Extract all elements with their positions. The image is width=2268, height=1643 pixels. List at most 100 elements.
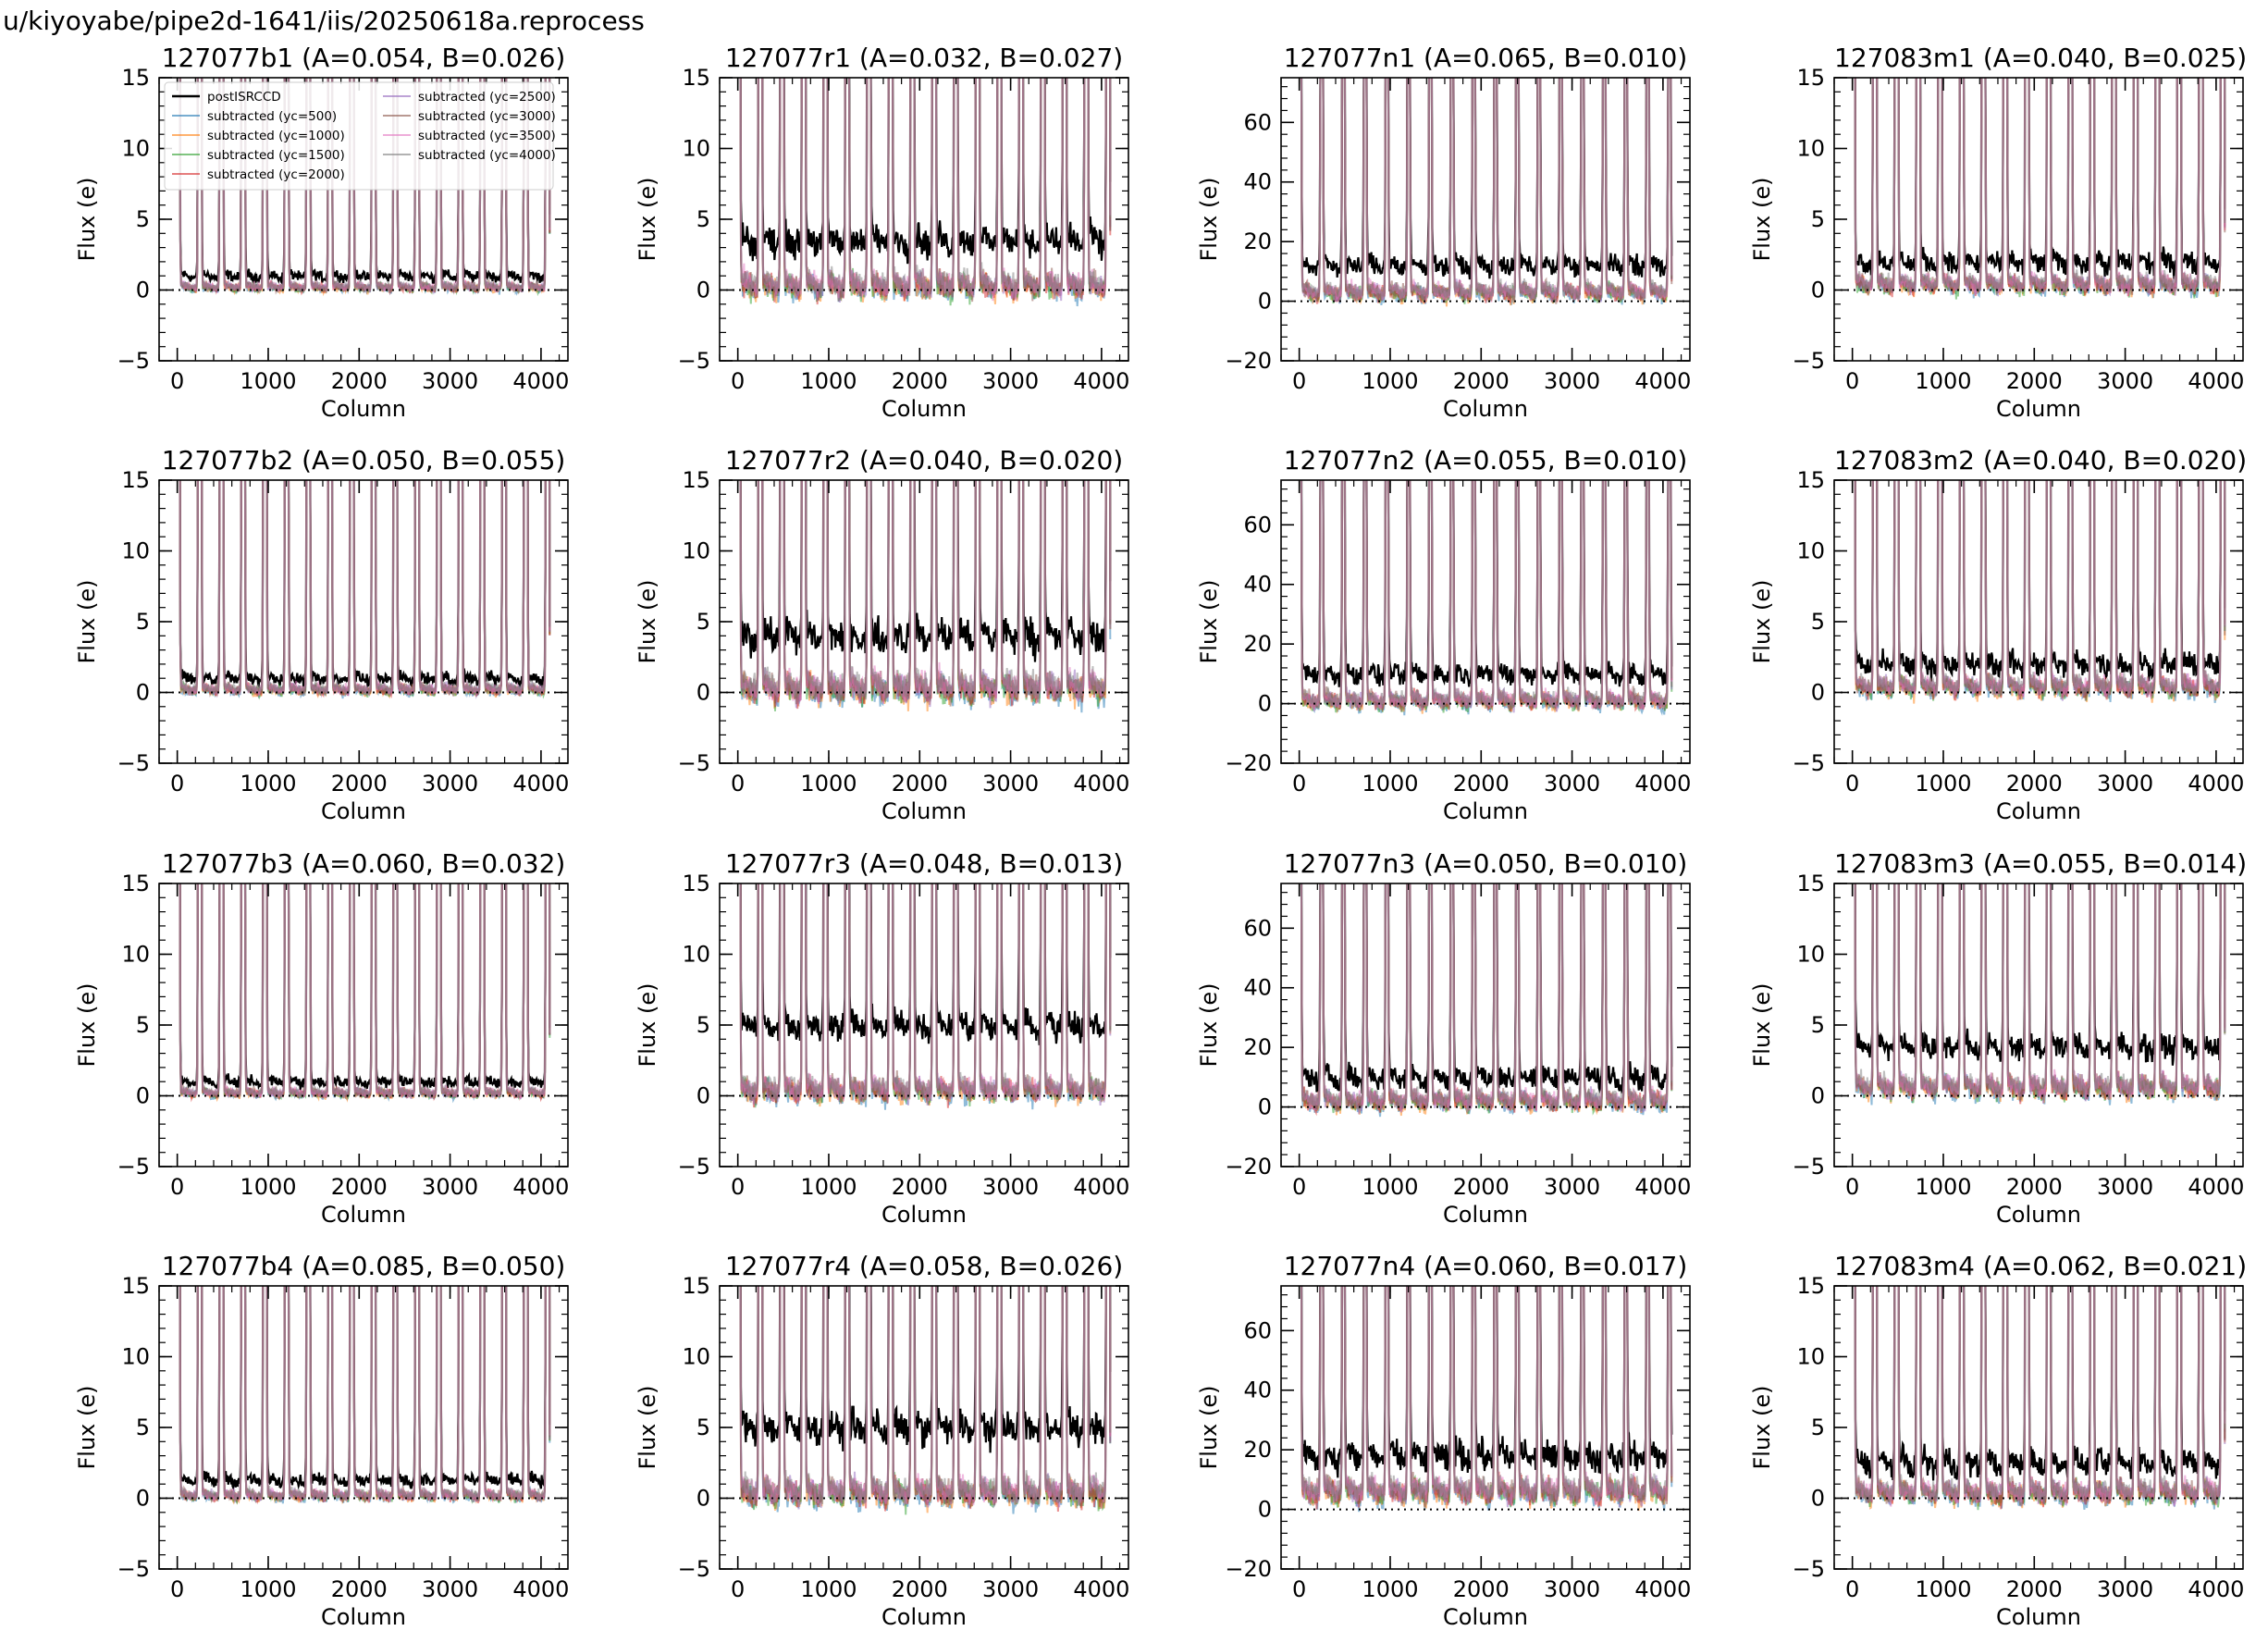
subplot-title: 127083m2 (A=0.040, B=0.020) [1834, 445, 2248, 476]
y-axis-label: Flux (e) [1749, 579, 1775, 663]
y-tick-label: −5 [1793, 750, 1825, 776]
x-tick-label: 2000 [331, 1576, 388, 1602]
subplot-title: 127083m3 (A=0.055, B=0.014) [1834, 848, 2248, 879]
y-tick-label: 60 [1243, 512, 1272, 537]
series-subtracted-line [179, 1286, 551, 1503]
y-tick-label: 15 [682, 1273, 710, 1299]
y-axis-label: Flux (e) [635, 177, 660, 261]
series-subtracted-line [739, 78, 1112, 302]
series-subtracted-line [179, 480, 551, 700]
plot-area [1854, 883, 2226, 1106]
legend-entry-label: subtracted (yc=2000) [207, 167, 345, 182]
subplot-title: 127077n3 (A=0.050, B=0.010) [1283, 848, 1688, 879]
series-postisrccd-line [179, 1286, 551, 1492]
subplot-title: 127077b2 (A=0.050, B=0.055) [161, 445, 566, 476]
x-axis-label: Column [1996, 1202, 2081, 1228]
series-postisrccd-line [739, 883, 1112, 1045]
subplot-svg: 0 1000 2000 3000 4000 −5 0 5 10 15 Column Flux (e) [1749, 65, 2244, 422]
y-tick-label: −5 [1793, 1154, 1825, 1180]
x-tick-label: 1000 [800, 1576, 857, 1602]
x-tick-label: 3000 [982, 1576, 1039, 1602]
series-subtracted-line [739, 1286, 1112, 1505]
series-subtracted-line [739, 1286, 1112, 1506]
x-axis-label: Column [1996, 798, 2081, 824]
subplot-panel: 127077b4 (A=0.085, B=0.050) 0 1000 2000 3000… [48, 1249, 586, 1634]
y-tick-label: −5 [678, 1154, 710, 1180]
subplot-svg: 0 1000 2000 3000 4000 −5 0 5 10 15 Column Flux (e) [635, 467, 1129, 824]
x-tick-label: 2000 [331, 368, 388, 394]
x-axis-label: Column [881, 1604, 967, 1630]
x-axis-label: Column [321, 1604, 406, 1630]
y-tick-label: −5 [117, 348, 150, 374]
series-subtracted-line [739, 480, 1112, 707]
x-tick-label: 3000 [982, 1174, 1039, 1200]
series-subtracted-line [179, 883, 551, 1100]
x-tick-label: 3000 [982, 771, 1039, 797]
x-tick-label: 1000 [240, 771, 296, 797]
series-postisrccd-line [179, 883, 551, 1091]
y-tick-label: 0 [1811, 680, 1825, 706]
series-subtracted-line [1854, 883, 2226, 1102]
y-tick-label: 0 [1258, 1497, 1272, 1523]
series-subtracted-line [179, 1286, 551, 1505]
x-tick-label: 2000 [2006, 368, 2063, 394]
series-subtracted-line [179, 883, 551, 1103]
x-axis-label: Column [1996, 1604, 2081, 1630]
subplot-svg: 0 1000 2000 3000 4000 −5 0 5 10 15 Column Flux (e) [74, 1273, 569, 1630]
x-tick-label: 2000 [1453, 1174, 1510, 1200]
x-tick-label: 0 [731, 1174, 745, 1200]
series-postisrccd-line [1854, 480, 2226, 682]
y-axis-label: Flux (e) [1196, 177, 1222, 261]
series-subtracted-line [739, 883, 1112, 1102]
series-subtracted-line [1854, 1286, 2226, 1504]
series-subtracted-line [179, 883, 551, 1104]
x-tick-label: 0 [731, 1576, 745, 1602]
legend-entry-label: subtracted (yc=4000) [418, 148, 556, 163]
y-tick-label: 10 [1796, 136, 1825, 162]
x-tick-label: 2000 [1453, 771, 1510, 797]
subplot-svg: 0 1000 2000 3000 4000 −5 0 5 10 15 Column Flux (e) [1749, 871, 2244, 1228]
x-tick-label: 0 [170, 368, 184, 394]
legend-box [164, 81, 554, 191]
series-subtracted-line [1300, 883, 1673, 1112]
x-tick-label: 4000 [512, 1576, 569, 1602]
y-tick-label: 5 [136, 1012, 150, 1038]
series-postisrccd-line [1300, 1286, 1673, 1478]
y-tick-label: 5 [1811, 1012, 1825, 1038]
legend-entry-label: postISRCCD [207, 90, 281, 105]
subplot-panel: 127077r2 (A=0.040, B=0.020) 0 1000 2000 3000… [609, 443, 1147, 828]
plot-area [739, 1286, 1112, 1515]
subplot-title: 127077b3 (A=0.060, B=0.032) [161, 848, 566, 879]
y-tick-label: 10 [682, 1344, 710, 1370]
subplot-panel: 127077n4 (A=0.060, B=0.017) 0 1000 2000 3000… [1170, 1249, 1708, 1634]
y-tick-label: 10 [1796, 942, 1825, 968]
plot-area [179, 480, 551, 700]
plot-area [1300, 1286, 1673, 1513]
series-subtracted-line [179, 480, 551, 699]
series-subtracted-line [179, 480, 551, 699]
series-subtracted-line [739, 883, 1112, 1108]
y-axis-label: Flux (e) [1196, 982, 1222, 1067]
x-tick-label: 0 [1845, 771, 1859, 797]
y-tick-label: 0 [696, 680, 710, 706]
series-postisrccd-line [179, 480, 551, 689]
subplot-title: 127077b4 (A=0.085, B=0.050) [161, 1251, 566, 1281]
y-tick-label: 0 [136, 278, 150, 303]
x-tick-label: 4000 [2188, 1576, 2244, 1602]
figure-title: u/kiyoyabe/pipe2d-1641/iis/20250618a.rep… [3, 6, 645, 36]
series-postisrccd-line [1854, 78, 2226, 279]
x-tick-label: 2000 [1453, 368, 1510, 394]
x-tick-label: 4000 [1634, 1576, 1691, 1602]
y-tick-label: 15 [1796, 871, 1825, 896]
x-axis-label: Column [1443, 1202, 1528, 1228]
x-tick-label: 2000 [2006, 1576, 2063, 1602]
x-tick-label: 0 [1292, 1576, 1306, 1602]
x-tick-label: 2000 [892, 368, 948, 394]
y-tick-label: 10 [121, 538, 150, 564]
series-subtracted-line [179, 883, 551, 1099]
series-subtracted-line [1854, 883, 2226, 1101]
legend-entry-label: subtracted (yc=1000) [207, 129, 345, 143]
series-subtracted-line [739, 480, 1112, 702]
series-subtracted-line [739, 78, 1112, 299]
series-subtracted-line [179, 883, 551, 1100]
